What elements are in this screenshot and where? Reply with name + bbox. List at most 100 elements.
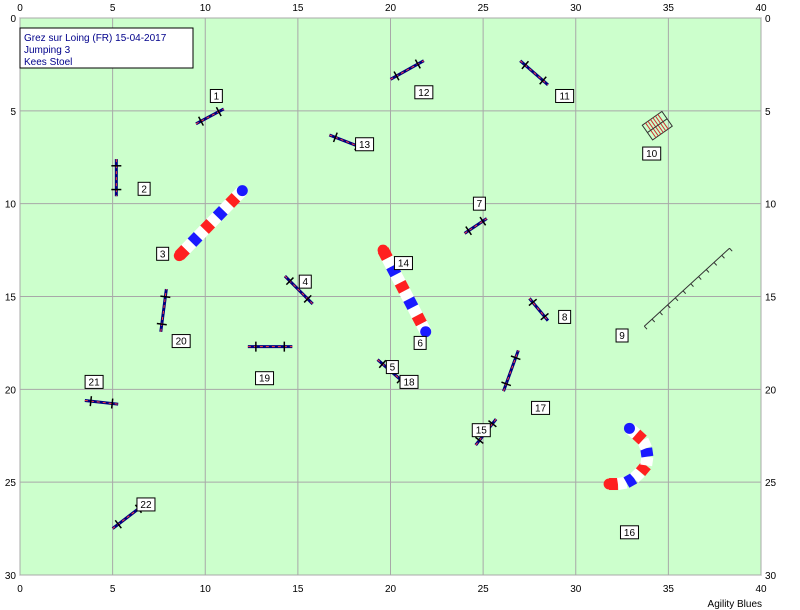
x-tick-label-bottom: 20 — [385, 584, 397, 595]
x-tick-label-bottom: 15 — [292, 584, 304, 595]
x-tick-label-top: 30 — [570, 3, 582, 14]
obstacle-number-18: 18 — [399, 374, 419, 389]
weave-pole — [690, 283, 694, 287]
number-box — [555, 88, 575, 103]
tunnel-end — [236, 185, 248, 197]
number-box — [615, 328, 629, 343]
tunnel-obstacle — [173, 185, 248, 262]
number-text: 16 — [624, 528, 636, 539]
weave-pole — [667, 304, 671, 309]
number-text: 17 — [535, 403, 547, 414]
jump-obstacle — [247, 341, 293, 352]
jump-wing — [528, 298, 538, 307]
number-box — [393, 256, 413, 271]
tunnel-segment — [193, 225, 209, 241]
jump-wing — [465, 226, 473, 236]
jump-obstacle — [389, 59, 425, 81]
obstacle-number-15: 15 — [471, 423, 491, 438]
jump-wing — [332, 132, 338, 143]
x-tick-label-bottom: 30 — [570, 584, 582, 595]
number-box — [255, 371, 275, 386]
tunnel-segment — [212, 205, 228, 221]
weave-pole — [682, 290, 687, 295]
obstacle-number-22: 22 — [136, 497, 156, 512]
number-box — [642, 146, 662, 161]
obstacle-number-19: 19 — [255, 371, 275, 386]
jump-obstacle — [501, 349, 521, 392]
weave-poles-obstacle — [643, 247, 733, 330]
x-tick-label-top: 20 — [385, 3, 397, 14]
number-box — [385, 360, 399, 375]
obstacle-number-2: 2 — [137, 181, 151, 196]
tunnel-segment — [386, 263, 402, 278]
number-text: 9 — [619, 331, 625, 342]
jump-wing — [393, 71, 400, 81]
number-box — [137, 181, 151, 196]
x-tick-label-top: 15 — [292, 3, 304, 14]
tunnel-segment — [200, 218, 216, 234]
y-tick-label-left: 0 — [10, 14, 16, 25]
number-text: 6 — [417, 338, 423, 349]
y-tick-label-left: 25 — [5, 478, 17, 489]
number-text: 13 — [359, 140, 371, 151]
x-tick-label-top: 10 — [200, 3, 212, 14]
weave-pole — [729, 247, 733, 252]
jump-wing — [501, 381, 512, 387]
tunnel-segment — [616, 476, 628, 490]
tunnel-end — [420, 326, 432, 338]
jump-wing — [521, 60, 530, 70]
number-text: 18 — [403, 377, 415, 388]
number-box — [355, 137, 375, 152]
weave-pole — [698, 276, 702, 280]
jump-obstacle — [283, 275, 314, 305]
tunnel-segment — [206, 212, 222, 228]
tunnel-segment — [219, 199, 235, 215]
x-tick-label-bottom: 10 — [200, 584, 212, 595]
x-tick-label-top: 35 — [663, 3, 675, 14]
jump-wing — [156, 322, 167, 326]
number-box — [471, 423, 491, 438]
x-tick-label-bottom: 35 — [663, 584, 675, 595]
number-text: 20 — [176, 337, 188, 348]
number-text: 3 — [160, 249, 166, 260]
jump-obstacle — [156, 288, 171, 332]
number-text: 15 — [476, 426, 488, 437]
y-tick-label-right: 15 — [765, 293, 777, 304]
obstacle-number-8: 8 — [558, 309, 572, 324]
tunnel-end — [623, 422, 635, 434]
weave-base — [643, 247, 730, 327]
jump-wing — [303, 294, 312, 303]
jump-obstacle — [463, 216, 488, 236]
tunnel-segment — [630, 467, 645, 483]
obstacle-number-5: 5 — [385, 360, 399, 375]
number-text: 11 — [559, 91, 570, 102]
obstacle-number-16: 16 — [619, 525, 639, 540]
jump-wing — [215, 106, 222, 117]
jump-wing — [110, 398, 114, 409]
number-text: 4 — [303, 277, 309, 288]
tunnel-obstacle — [377, 244, 432, 338]
number-box — [156, 246, 170, 261]
x-tick-label-bottom: 40 — [755, 584, 767, 595]
jump-obstacle — [528, 297, 550, 322]
tunnel-end — [173, 250, 185, 262]
weave-pole — [721, 254, 725, 259]
jump-wing — [114, 519, 122, 529]
y-tick-label-right: 10 — [765, 200, 777, 211]
obstacle-number-13: 13 — [355, 137, 375, 152]
obstacle-number-1: 1 — [209, 88, 223, 103]
y-tick-label-right: 0 — [765, 14, 771, 25]
jump-wing — [488, 420, 497, 428]
x-tick-label-bottom: 25 — [478, 584, 490, 595]
number-text: 7 — [477, 199, 483, 210]
x-tick-label-top: 25 — [478, 3, 490, 14]
obstacle-number-3: 3 — [156, 246, 170, 261]
number-text: 19 — [259, 374, 271, 385]
number-box — [171, 334, 191, 349]
tunnel-segment — [181, 238, 197, 254]
course-info-box: Grez sur Loing (FR) 15-04-2017 Jumping 3… — [19, 27, 194, 69]
jump-wing — [378, 359, 387, 369]
